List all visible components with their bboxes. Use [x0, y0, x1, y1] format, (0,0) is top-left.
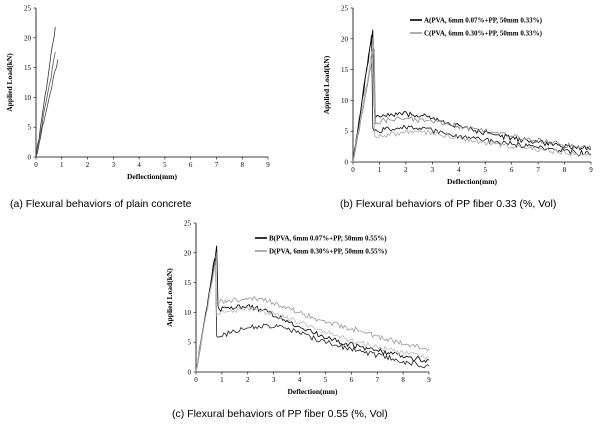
x-axis-title: Deflection(mm): [127, 172, 177, 181]
x-tick-label: 5: [163, 161, 167, 169]
y-tick-label: 15: [341, 66, 349, 74]
x-tick-label: 4: [457, 166, 461, 174]
chart-c: 0 1 2 3 4 5 6 7 8 9 0 5 10 15 20 25 Deflection(mm) Applie…: [165, 220, 431, 397]
x-tick-label: 9: [266, 161, 270, 169]
legend-label: B(PVA, 6mm 0.07%+PP, 50mm 0.55%): [269, 235, 387, 243]
x-tick-label: 1: [220, 376, 224, 384]
y-axis-title: Applied Load(kN): [165, 268, 174, 327]
x-axis-title: Deflection(mm): [288, 387, 338, 396]
x-tick-label: 8: [401, 376, 405, 384]
x-tick-label: 7: [375, 376, 379, 384]
y-tick-label: 20: [184, 249, 192, 257]
y-tick-label: 25: [184, 220, 192, 228]
x-tick-label: 2: [86, 161, 90, 169]
y-tick-label: 0: [188, 369, 192, 377]
caption-a: (a) Flexural behaviors of plain concrete: [10, 198, 192, 210]
x-tick-label: 0: [351, 166, 355, 174]
y-tick-label: 5: [188, 339, 192, 347]
series-line-b-1: [195, 245, 430, 373]
x-tick-label: 9: [427, 376, 431, 384]
x-tick-label: 5: [483, 166, 487, 174]
y-tick-label: 25: [341, 5, 349, 13]
chart-a: 0 1 2 3 4 5 6 7 8 9 0 5 10 15 20 25 Deflection(mm) Applie…: [5, 5, 270, 182]
y-axis-title: Applied Load(kN): [322, 55, 331, 114]
x-tick-label: 5: [324, 376, 328, 384]
y-tick-label: 15: [24, 64, 32, 72]
x-tick-label: 1: [60, 161, 64, 169]
y-tick-label: 10: [184, 309, 192, 317]
x-tick-label: 8: [240, 161, 244, 169]
x-tick-label: 3: [431, 166, 435, 174]
x-tick-label: 6: [189, 161, 193, 169]
y-tick-label: 0: [28, 154, 32, 162]
y-tick-label: 10: [24, 94, 32, 102]
chart-b: 0 1 2 3 4 5 6 7 8 9 0 5 10 15 20 25 Deflection(mm) Applie…: [322, 5, 593, 187]
y-tick-label: 20: [24, 34, 32, 42]
caption-b: (b) Flexural behaviors of PP fiber 0.33 …: [340, 198, 557, 210]
x-tick-label: 6: [350, 376, 354, 384]
x-tick-label: 9: [589, 166, 593, 174]
x-tick-label: 0: [34, 161, 38, 169]
x-tick-label: 0: [194, 376, 198, 384]
series-line-a-2: [352, 35, 592, 163]
x-tick-label: 4: [137, 161, 141, 169]
series-line-a-1: [352, 29, 592, 163]
series-line-d-1: [195, 261, 430, 373]
legend-label: A(PVA, 6mm 0.07%+PP, 50mm 0.33%): [424, 17, 543, 25]
legend-label: D(PVA, 6mm 0.30%+PP, 50mm 0.55%): [269, 248, 388, 256]
x-tick-label: 6: [510, 166, 514, 174]
x-tick-label: 2: [404, 166, 408, 174]
series-line-b-2: [195, 257, 430, 373]
x-tick-label: 7: [215, 161, 219, 169]
series-line-c-2: [352, 43, 592, 163]
x-tick-label: 3: [112, 161, 116, 169]
y-axis-title: Applied Load(kN): [5, 53, 14, 112]
series-line-d-2: [195, 264, 430, 373]
caption-c: (c) Flexural behaviors of PP fiber 0.55 …: [172, 408, 388, 420]
x-tick-label: 2: [246, 376, 250, 384]
y-tick-label: 20: [341, 35, 349, 43]
y-tick-label: 25: [24, 5, 32, 13]
x-tick-label: 8: [563, 166, 567, 174]
x-tick-label: 3: [272, 376, 276, 384]
x-tick-label: 7: [536, 166, 540, 174]
series-line-c-1: [352, 48, 592, 163]
x-tick-label: 1: [378, 166, 382, 174]
y-tick-label: 5: [345, 128, 349, 136]
legend-label: C(PVA, 6mm 0.30%+PP, 50mm 0.33%): [424, 30, 543, 38]
y-tick-label: 10: [341, 97, 349, 105]
x-tick-label: 4: [298, 376, 302, 384]
x-axis-title: Deflection(mm): [447, 177, 497, 186]
series-line-specimen-2: [35, 52, 56, 158]
y-tick-label: 0: [345, 159, 349, 167]
y-tick-label: 15: [184, 279, 192, 287]
y-tick-label: 5: [28, 124, 32, 132]
series-line-specimen-3: [35, 59, 59, 158]
